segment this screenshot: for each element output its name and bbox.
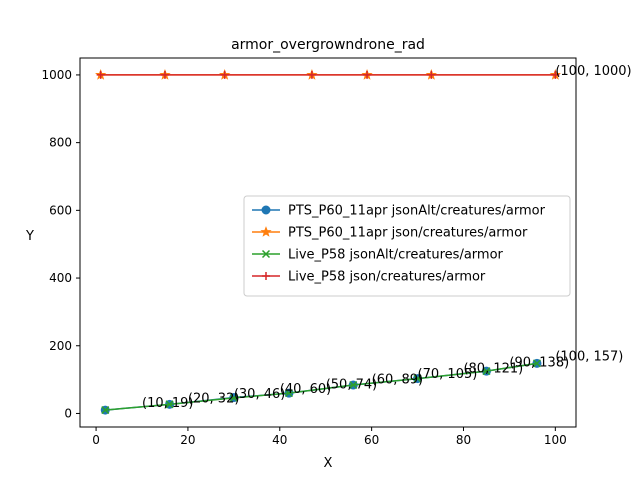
data-point-3-1	[160, 70, 169, 79]
y-tick-label-3: 600	[49, 203, 72, 217]
legend-label-1: PTS_P60_11apr json/creatures/armor	[288, 226, 528, 241]
chart-title: armor_overgrowndrone_rad	[231, 37, 425, 53]
data-point-2-4	[349, 380, 358, 390]
legend: PTS_P60_11apr jsonAlt/creatures/armor PTS…	[243, 195, 571, 297]
axes-frame	[79, 57, 577, 428]
legend-label-2: Live_P58 jsonAlt/creatures/armor	[288, 248, 504, 263]
legend-label-0: PTS_P60_11apr jsonAlt/creatures/armor	[288, 204, 546, 219]
x-axis: 0 20 40 60 80 100	[92, 427, 567, 447]
x-tick-label-2: 40	[272, 433, 287, 447]
x-tick-label-3: 60	[364, 433, 379, 447]
data-label-0: (10, 19)	[142, 396, 194, 411]
x-tick-label-4: 80	[456, 433, 471, 447]
data-point-2-7	[532, 359, 541, 368]
data-point-3-6	[551, 70, 560, 79]
legend-marker-2	[261, 249, 271, 259]
x-axis-label: X	[324, 456, 333, 471]
data-point-3-2	[220, 70, 229, 79]
y-axis: 0 200 400 600 800 1000	[41, 68, 80, 420]
series-2	[101, 359, 541, 415]
series-layer	[95, 69, 561, 415]
y-tick-label-4: 800	[49, 136, 72, 150]
legend-box	[243, 195, 571, 297]
data-label-1: (20, 32)	[188, 392, 240, 407]
data-label-3: (40, 60)	[280, 382, 332, 397]
data-point-3-0	[96, 70, 105, 79]
data-label-10: (100, 1000)	[555, 64, 631, 79]
series-line-2	[105, 362, 538, 411]
data-point-3-5	[427, 70, 436, 79]
legend-label-3: Live_P58 json/creatures/armor	[288, 270, 486, 285]
series-3	[96, 70, 560, 79]
y-tick-label-5: 1000	[41, 68, 72, 82]
data-label-4: (50, 74)	[326, 377, 378, 392]
y-tick-label-0: 0	[64, 406, 72, 420]
data-point-3-4	[363, 70, 372, 79]
data-label-5: (60, 89)	[372, 372, 424, 387]
data-point-2-2	[229, 393, 238, 402]
y-axis-label: Y	[25, 229, 34, 244]
y-tick-label-1: 200	[49, 339, 72, 353]
data-label-6: (70, 105)	[418, 367, 478, 382]
data-label-7: (80, 121)	[463, 361, 523, 376]
x-tick-label-0: 0	[92, 433, 100, 447]
legend-marker-1	[260, 226, 272, 237]
data-point-3-3	[307, 70, 316, 79]
data-label-2: (30, 46)	[234, 387, 286, 402]
x-tick-label-5: 100	[544, 433, 567, 447]
legend-marker-0	[261, 205, 271, 215]
legend-marker-3	[262, 272, 270, 280]
data-label-8: (90, 138)	[509, 356, 569, 371]
annotation-layer: (10, 19)(20, 32)(30, 46)(40, 60)(50, 74)…	[142, 64, 632, 411]
data-point-2-6	[482, 367, 491, 376]
y-tick-label-2: 400	[49, 271, 72, 285]
data-label-9: (100, 157)	[555, 349, 623, 364]
data-point-2-5	[413, 374, 422, 383]
x-tick-label-1: 20	[180, 433, 195, 447]
data-point-2-1	[165, 400, 174, 409]
data-point-2-0	[101, 406, 110, 415]
data-point-2-3	[284, 389, 293, 398]
